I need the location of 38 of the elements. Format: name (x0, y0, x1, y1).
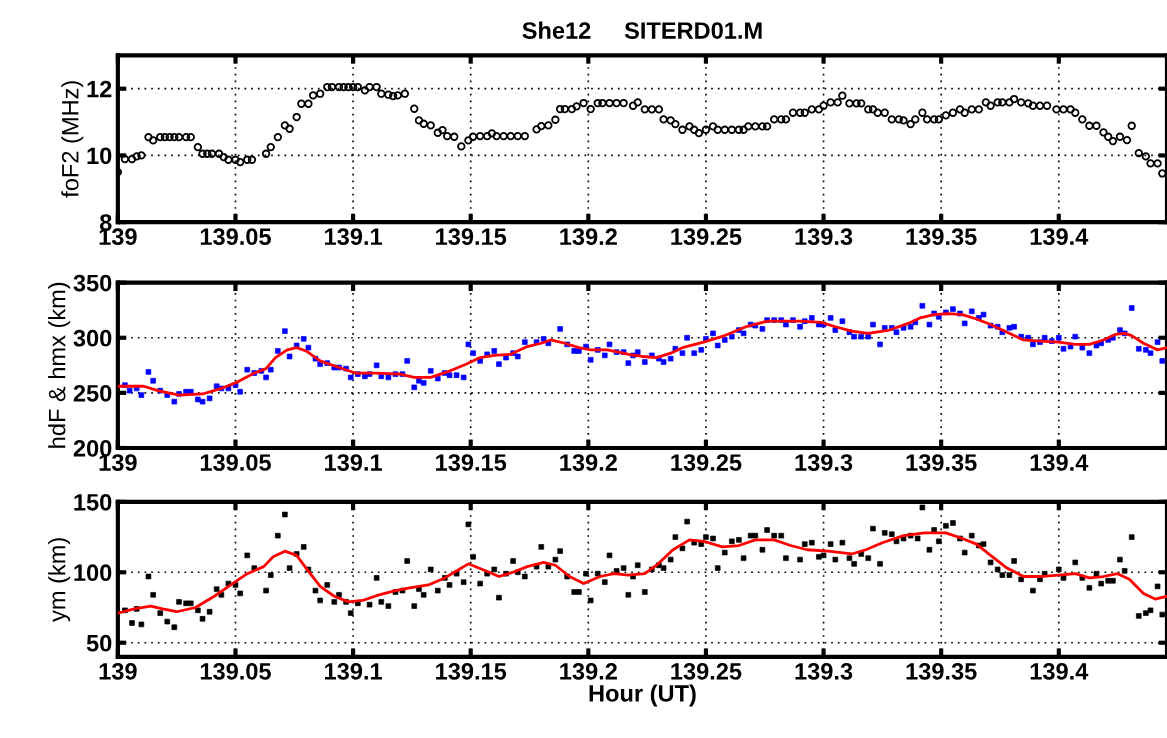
x-tick-label: 139.15 (436, 228, 507, 246)
x-tick-label: 139.35 (906, 454, 977, 471)
y-tick-label: 300 (73, 329, 112, 347)
y-tick-label: 100 (74, 564, 112, 582)
x-tick-label: 139.15 (436, 454, 507, 471)
chart-title: She12 SITERD01.M (522, 21, 762, 39)
x-tick-label: 139.4 (1030, 228, 1089, 246)
x-tick-label: 139.3 (795, 454, 853, 471)
x-tick-label: 139.35 (906, 228, 977, 246)
y-tick-label: 10 (87, 147, 112, 165)
x-tick-label: 139.25 (671, 663, 742, 680)
x-tick-label: 139.05 (200, 454, 271, 471)
x-tick-label: 139.4 (1030, 663, 1089, 680)
x-axis-title: Hour (UT) (589, 684, 696, 707)
x-tick-label: 139.1 (325, 454, 382, 471)
x-tick-label: 139.2 (560, 663, 617, 680)
x-tick-label: 139.1 (325, 663, 382, 680)
x-tick-label: 139.3 (795, 663, 853, 680)
y-tick-label: 350 (73, 274, 112, 292)
y-axis-title: ym (km) (48, 538, 71, 622)
x-tick-label: 139.25 (671, 228, 742, 246)
x-tick-label: 139.2 (560, 228, 617, 246)
y-tick-label: 150 (74, 493, 112, 511)
y-axis-title: foF2 (MHz) (61, 81, 84, 198)
x-tick-label: 139.05 (200, 228, 271, 246)
x-tick-label: 139.15 (436, 663, 507, 680)
y-axis-title: hdF & hmx (km) (48, 282, 71, 448)
x-tick-label: 139 (99, 663, 137, 680)
y-tick-label: 250 (73, 384, 112, 402)
x-tick-label: 139.1 (325, 228, 382, 246)
y-tick-label: 12 (87, 80, 112, 98)
x-tick-label: 139.35 (906, 663, 977, 680)
y-tick-label: 50 (86, 634, 112, 652)
x-tick-label: 139.25 (671, 454, 742, 471)
x-tick-label: 139.4 (1030, 454, 1089, 471)
x-tick-label: 139.05 (200, 663, 271, 680)
x-tick-label: 139.3 (795, 228, 853, 246)
x-tick-label: 139.2 (560, 454, 617, 471)
